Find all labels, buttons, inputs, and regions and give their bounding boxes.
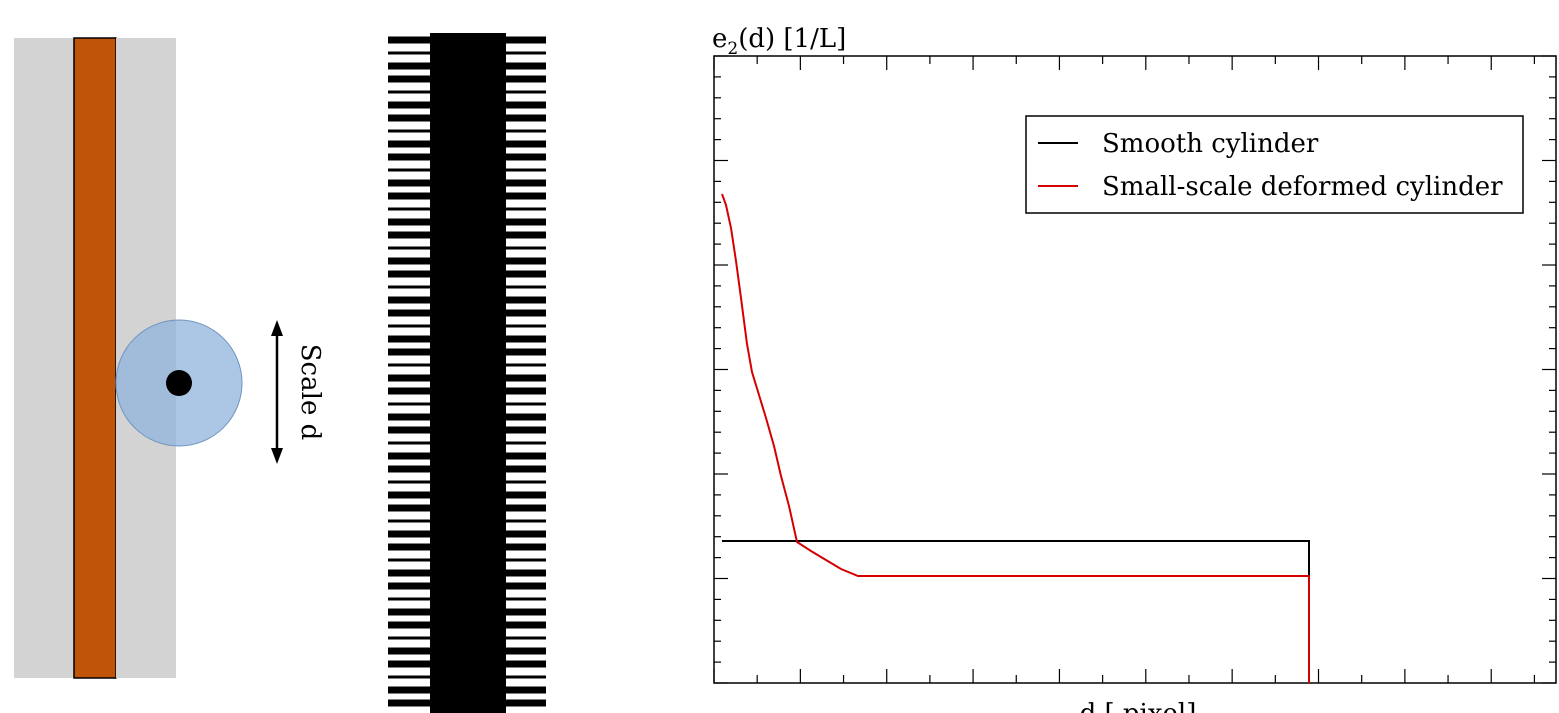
x-axis-label: d [ pixel] <box>1080 699 1197 713</box>
legend-box <box>1025 115 1524 214</box>
stripe-center-bar <box>430 33 506 713</box>
center-point <box>166 370 192 396</box>
axis-ticks <box>713 55 1556 684</box>
series-line-deformed-cylinder <box>721 193 1310 683</box>
chart: e2(d) [1/L] d [ pixel] Smooth cylinder S… <box>712 24 1557 713</box>
legend-label-smooth-cylinder: Smooth cylinder <box>1102 129 1319 159</box>
y-axis-label: e2(d) [1/L] <box>712 24 846 59</box>
legend-label-deformed-cylinder: Small-scale deformed cylinder <box>1102 172 1503 202</box>
scale-arrow <box>271 320 283 464</box>
legend: Smooth cylinder Small-scale deformed cyl… <box>1025 115 1524 214</box>
scale-label: Scale d <box>295 344 325 440</box>
cylinder-core <box>73 37 117 679</box>
cylinder-schematic: Scale d <box>14 37 325 679</box>
stripe-pattern <box>388 33 546 713</box>
cylinder-outer-left <box>14 38 74 678</box>
stripe-lines <box>388 36 546 707</box>
series-line-smooth-cylinder <box>722 540 1310 683</box>
